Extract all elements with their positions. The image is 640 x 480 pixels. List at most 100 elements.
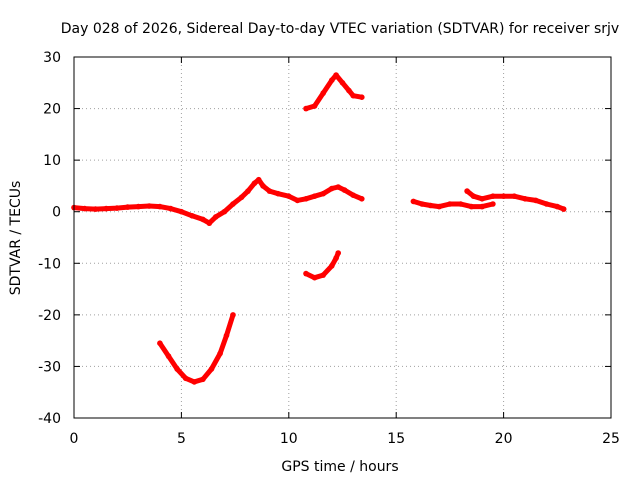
data-point	[543, 201, 550, 207]
data-point	[329, 77, 335, 83]
data-point	[410, 198, 417, 205]
data-point	[167, 205, 174, 212]
x-tick-label: 20	[495, 431, 513, 447]
data-point	[200, 376, 206, 383]
data-point	[303, 270, 309, 277]
data-point	[294, 197, 301, 204]
data-point	[255, 176, 262, 183]
data-point	[457, 201, 464, 207]
y-axis-label: SDTVAR / TECUs	[8, 181, 24, 296]
data-point	[135, 203, 142, 210]
x-tick-label: 0	[70, 431, 79, 447]
data-point	[346, 87, 352, 94]
data-point	[303, 196, 309, 202]
data-point	[560, 206, 567, 212]
data-point	[238, 194, 245, 201]
data-point	[350, 92, 357, 99]
data-point	[174, 366, 180, 372]
data-point	[490, 193, 496, 199]
data-point	[206, 220, 213, 226]
data-point	[427, 202, 434, 209]
data-point	[223, 332, 230, 339]
data-point	[146, 203, 152, 209]
y-tick-label: -30	[38, 359, 61, 375]
data-point	[320, 90, 327, 96]
data-point	[511, 193, 518, 199]
data-point	[470, 193, 477, 199]
data-point	[200, 216, 206, 223]
data-point	[266, 188, 273, 194]
data-point	[333, 255, 339, 261]
data-point	[468, 203, 475, 210]
y-tick-label: 30	[43, 50, 61, 66]
data-point	[533, 197, 539, 204]
x-tick-label: 5	[177, 431, 186, 447]
data-point	[191, 379, 198, 385]
series-arc-3	[157, 312, 236, 385]
data-point	[157, 340, 163, 347]
data-point	[92, 206, 99, 212]
data-point	[335, 184, 342, 190]
data-point	[447, 201, 453, 207]
data-point	[221, 208, 228, 215]
data-point	[286, 193, 292, 199]
data-point	[329, 263, 335, 269]
data-point	[522, 196, 528, 202]
x-tick-label: 10	[280, 431, 298, 447]
data-point	[213, 214, 219, 220]
data-point	[320, 272, 327, 278]
data-point	[230, 312, 236, 318]
data-point	[81, 205, 88, 212]
data-point	[436, 203, 443, 210]
data-point	[329, 185, 335, 192]
data-point	[554, 203, 561, 210]
data-point	[320, 190, 327, 197]
data-point	[103, 205, 109, 212]
data-point	[490, 201, 496, 207]
data-point	[189, 213, 195, 219]
data-point	[464, 188, 470, 194]
data-point	[303, 105, 309, 112]
data-point	[419, 201, 425, 207]
data-series	[71, 72, 567, 385]
data-point	[359, 94, 365, 100]
plot-frame	[73, 56, 612, 419]
data-point	[114, 205, 120, 211]
x-axis-label: GPS time / hours	[281, 459, 398, 475]
data-point	[124, 204, 131, 210]
data-point	[182, 375, 189, 382]
data-point	[359, 196, 365, 202]
gridlines	[74, 57, 611, 418]
data-point	[311, 103, 318, 109]
data-point	[165, 353, 172, 359]
data-point	[275, 190, 281, 197]
data-point	[335, 250, 342, 256]
data-point	[230, 201, 236, 207]
data-point	[350, 192, 357, 198]
y-tick-label: 0	[52, 205, 61, 221]
data-point	[208, 366, 215, 372]
data-point	[217, 350, 223, 357]
chart-title: Day 028 of 2026, Sidereal Day-to-day VTE…	[61, 21, 619, 37]
x-tick-label: 25	[602, 431, 620, 447]
data-point	[339, 80, 346, 86]
data-point	[245, 188, 251, 194]
data-point	[311, 193, 318, 199]
data-point	[479, 203, 485, 210]
y-tick-label: -40	[38, 411, 61, 427]
y-tick-label: 20	[43, 102, 61, 118]
data-point	[260, 183, 266, 189]
data-point	[178, 208, 185, 215]
data-point	[479, 196, 485, 202]
x-tick-label: 15	[387, 431, 405, 447]
data-point	[341, 187, 348, 193]
data-point	[500, 193, 507, 199]
data-point	[311, 274, 318, 281]
axis-ticks: 0 5 10 15 20 25 -40 -30 -20 -10 0 10 20 30	[38, 50, 620, 447]
y-tick-label: -20	[38, 308, 61, 324]
data-point	[251, 180, 258, 187]
y-tick-label: 10	[43, 153, 61, 169]
y-tick-label: -10	[38, 256, 61, 272]
